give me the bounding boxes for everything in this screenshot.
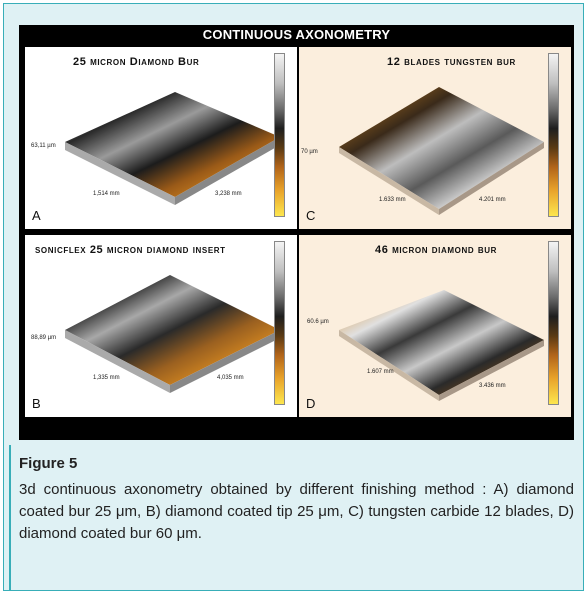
caption-text: 3d continuous axonometry obtained by dif… bbox=[19, 481, 574, 542]
dim-label: 1,514 mm bbox=[93, 191, 120, 197]
caption-title: Figure 5 bbox=[19, 455, 78, 472]
dim-label: 1.607 mm bbox=[367, 369, 394, 375]
panel-c: 12 blades tungsten bur 70 µm 1.633 mm 4.… bbox=[299, 47, 571, 229]
panel-letter: C bbox=[306, 208, 316, 223]
color-scale bbox=[274, 241, 285, 405]
panel-title: 12 blades tungsten bur bbox=[387, 56, 516, 68]
panel-title: 46 micron diamond bur bbox=[375, 244, 497, 256]
figure-title: CONTINUOUS AXONOMETRY bbox=[202, 27, 391, 42]
dim-label: 1.633 mm bbox=[379, 197, 406, 203]
color-scale bbox=[274, 53, 285, 217]
color-scale bbox=[548, 241, 559, 405]
height-label: 70 µm bbox=[301, 149, 318, 155]
panel-letter: D bbox=[306, 396, 316, 411]
color-scale bbox=[548, 53, 559, 217]
figure-image: CONTINUOUS AXONOMETRY 25 micron Diamond … bbox=[19, 25, 574, 440]
dim-label: 4,035 mm bbox=[217, 375, 244, 381]
dim-label: 3,238 mm bbox=[215, 191, 242, 197]
dim-label: 3.436 mm bbox=[479, 383, 506, 389]
height-label: 60.6 µm bbox=[307, 319, 329, 325]
dim-label: 4.201 mm bbox=[479, 197, 506, 203]
height-label: 88,89 µm bbox=[31, 335, 57, 341]
caption-rule bbox=[9, 445, 11, 591]
dim-label: 1,335 mm bbox=[93, 375, 120, 381]
height-label: 63,11 µm bbox=[31, 143, 56, 149]
panel-a: 25 micron Diamond Bur 63,11 µm 1,514 mm … bbox=[25, 47, 297, 229]
panel-letter: A bbox=[32, 208, 41, 223]
panel-d: 46 micron diamond bur 60.6 µm 1.607 mm 3… bbox=[299, 235, 571, 417]
panel-b: sonicflex 25 micron diamond insert 88,89… bbox=[25, 235, 297, 417]
panel-title: 25 micron Diamond Bur bbox=[73, 56, 200, 68]
panel-title: sonicflex 25 micron diamond insert bbox=[35, 244, 226, 256]
panel-letter: B bbox=[32, 396, 41, 411]
